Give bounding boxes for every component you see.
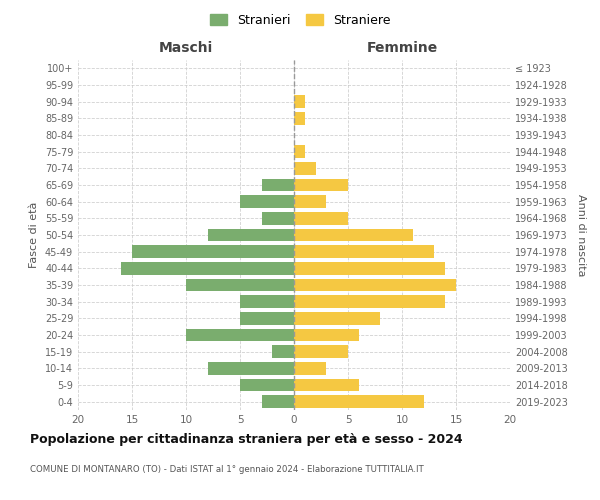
Bar bbox=[294, 246, 434, 258]
Bar bbox=[294, 312, 380, 324]
Bar bbox=[240, 196, 294, 208]
Bar bbox=[294, 196, 326, 208]
Y-axis label: Fasce di età: Fasce di età bbox=[29, 202, 39, 268]
Bar bbox=[262, 396, 294, 408]
Bar bbox=[186, 329, 294, 341]
Bar bbox=[262, 179, 294, 192]
Bar bbox=[294, 112, 305, 124]
Bar bbox=[240, 312, 294, 324]
Bar bbox=[294, 279, 456, 291]
Bar bbox=[294, 379, 359, 391]
Bar bbox=[294, 212, 348, 224]
Bar bbox=[208, 229, 294, 241]
Bar bbox=[240, 296, 294, 308]
Bar bbox=[294, 262, 445, 274]
Bar bbox=[262, 212, 294, 224]
Bar bbox=[240, 379, 294, 391]
Bar bbox=[294, 146, 305, 158]
Bar bbox=[186, 279, 294, 291]
Bar bbox=[208, 362, 294, 374]
Text: Popolazione per cittadinanza straniera per età e sesso - 2024: Popolazione per cittadinanza straniera p… bbox=[30, 432, 463, 446]
Bar bbox=[294, 96, 305, 108]
Bar bbox=[294, 329, 359, 341]
Bar bbox=[294, 362, 326, 374]
Legend: Stranieri, Straniere: Stranieri, Straniere bbox=[205, 8, 395, 32]
Bar bbox=[132, 246, 294, 258]
Bar bbox=[294, 296, 445, 308]
Y-axis label: Anni di nascita: Anni di nascita bbox=[576, 194, 586, 276]
Text: COMUNE DI MONTANARO (TO) - Dati ISTAT al 1° gennaio 2024 - Elaborazione TUTTITAL: COMUNE DI MONTANARO (TO) - Dati ISTAT al… bbox=[30, 466, 424, 474]
Bar bbox=[272, 346, 294, 358]
Bar bbox=[294, 396, 424, 408]
Bar bbox=[294, 229, 413, 241]
Bar bbox=[121, 262, 294, 274]
Bar bbox=[294, 179, 348, 192]
Bar bbox=[294, 346, 348, 358]
Bar bbox=[294, 162, 316, 174]
